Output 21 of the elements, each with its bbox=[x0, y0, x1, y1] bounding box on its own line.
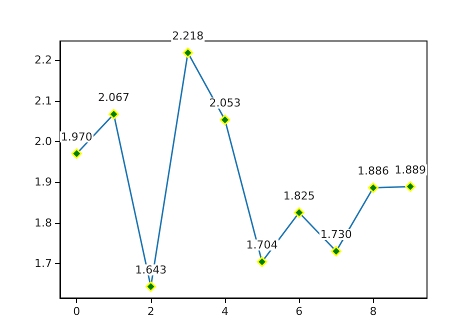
data-label: 1.825 bbox=[283, 189, 315, 202]
y-tick-label: 2.0 bbox=[34, 134, 52, 148]
data-label: 1.889 bbox=[394, 163, 426, 176]
y-tick-label: 2.1 bbox=[34, 94, 52, 108]
y-tick-label: 1.9 bbox=[34, 176, 52, 189]
x-tick-label: 2 bbox=[147, 305, 154, 318]
y-tick-label: 2.2 bbox=[34, 54, 52, 67]
data-label: 1.643 bbox=[135, 263, 167, 276]
y-tick-label: 1.7 bbox=[34, 256, 52, 270]
data-label: 2.067 bbox=[98, 90, 130, 104]
x-tick-label: 0 bbox=[73, 305, 80, 318]
data-label: 1.730 bbox=[320, 228, 352, 241]
data-label: 2.053 bbox=[209, 96, 241, 110]
data-label: 1.886 bbox=[357, 164, 389, 178]
data-label: 1.704 bbox=[246, 238, 278, 252]
x-tick-label: 6 bbox=[296, 305, 303, 318]
x-tick-label: 8 bbox=[370, 305, 377, 318]
y-tick-label: 1.8 bbox=[34, 216, 52, 230]
data-label: 2.218 bbox=[172, 30, 204, 43]
x-tick-label: 4 bbox=[221, 305, 228, 318]
data-label: 1.970 bbox=[60, 130, 92, 144]
